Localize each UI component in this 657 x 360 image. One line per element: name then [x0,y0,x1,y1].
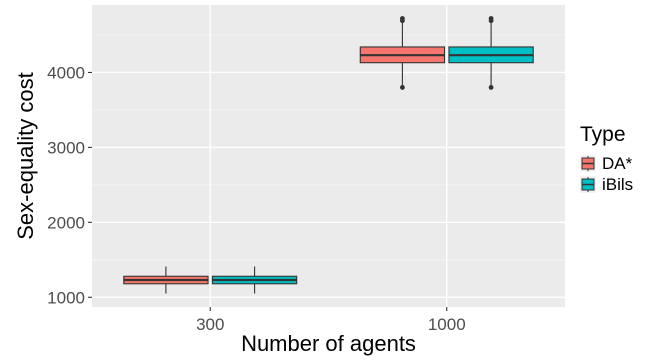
y-tick-label: 3000 [47,138,85,157]
y-tick-label: 4000 [47,63,85,82]
box-DA-1000 [359,16,446,90]
y-tick-label: 1000 [47,288,85,307]
outlier-point [400,16,405,21]
boxes [123,16,534,294]
y-tick-label: 2000 [47,213,85,232]
y-axis: 1000 2000 3000 4000 [47,63,92,307]
box-iBils-300 [211,266,298,294]
legend-label: iBils [602,175,633,194]
grid-major [92,5,565,307]
legend-key-iBils [580,176,596,193]
x-axis-title: Number of agents [241,331,416,356]
legend-title: Type [580,123,626,146]
legend-key-DA [580,155,596,172]
outlier-point [488,85,494,90]
box-DA-300 [123,266,209,294]
legend: Type DA* iBils [580,123,633,194]
x-tick-label: 1000 [428,315,466,334]
outlier-point [488,16,494,21]
grid-minor [92,34,565,261]
y-axis-title: Sex-equality cost [13,72,38,240]
x-axis: 300 1000 [196,307,466,334]
outlier-point [400,85,405,90]
box-iBils-1000 [448,16,534,90]
legend-label: DA* [602,154,633,173]
x-tick-label: 300 [196,315,224,334]
